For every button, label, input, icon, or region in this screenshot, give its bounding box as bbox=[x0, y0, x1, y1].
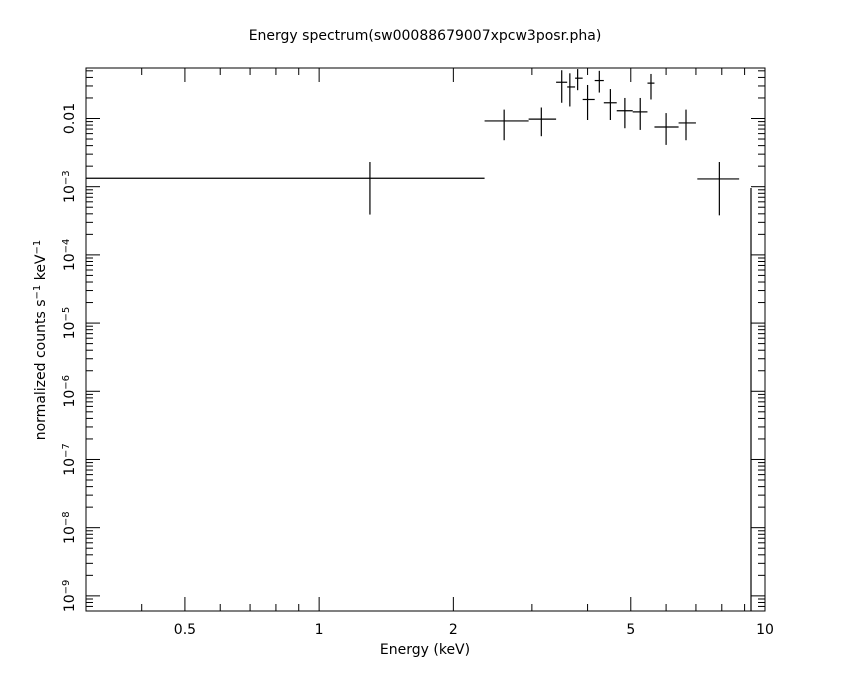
y-tick-label: 10−4 bbox=[61, 239, 79, 272]
y-tick-label: 10−9 bbox=[61, 580, 79, 613]
data-points bbox=[86, 69, 740, 216]
y-tick-label: 10−7 bbox=[61, 443, 79, 476]
y-tick-label: 10−8 bbox=[61, 511, 79, 544]
x-tick-label: 1 bbox=[315, 622, 324, 638]
data-point bbox=[556, 70, 568, 103]
y-tick-label: 10−3 bbox=[61, 170, 79, 203]
chart-title: Energy spectrum(sw00088679007xpcw3posr.p… bbox=[249, 28, 602, 44]
y-tick-label: 0.01 bbox=[62, 103, 78, 134]
y-tick-label: 10−5 bbox=[61, 307, 79, 340]
data-point bbox=[678, 109, 696, 141]
y-tick-label: 10−6 bbox=[61, 375, 79, 408]
data-point bbox=[603, 89, 617, 121]
axis-ticks bbox=[85, 68, 766, 612]
data-point bbox=[86, 162, 485, 215]
data-point bbox=[632, 97, 648, 130]
x-axis-label: Energy (keV) bbox=[380, 642, 470, 658]
data-point bbox=[582, 84, 595, 121]
y-axis-label: normalized counts s−1 keV−1 bbox=[32, 240, 50, 441]
data-point bbox=[528, 107, 557, 137]
data-point bbox=[654, 113, 679, 145]
x-tick-label: 10 bbox=[756, 622, 774, 638]
x-tick-label: 2 bbox=[449, 622, 458, 638]
x-tick-label: 0.5 bbox=[174, 622, 196, 638]
data-point bbox=[647, 73, 655, 100]
data-point bbox=[616, 97, 633, 129]
data-point bbox=[697, 162, 740, 216]
x-tick-labels: 0.5 1 2 5 10 bbox=[174, 622, 774, 638]
data-point bbox=[484, 109, 529, 141]
y-tick-labels: 10−9 10−8 10−7 10−6 10−5 10−4 10−3 0.01 bbox=[61, 103, 79, 612]
x-tick-label: 5 bbox=[626, 622, 635, 638]
plot-frame bbox=[85, 67, 766, 612]
data-point bbox=[567, 73, 576, 107]
data-point bbox=[594, 70, 604, 93]
data-point bbox=[575, 69, 583, 91]
